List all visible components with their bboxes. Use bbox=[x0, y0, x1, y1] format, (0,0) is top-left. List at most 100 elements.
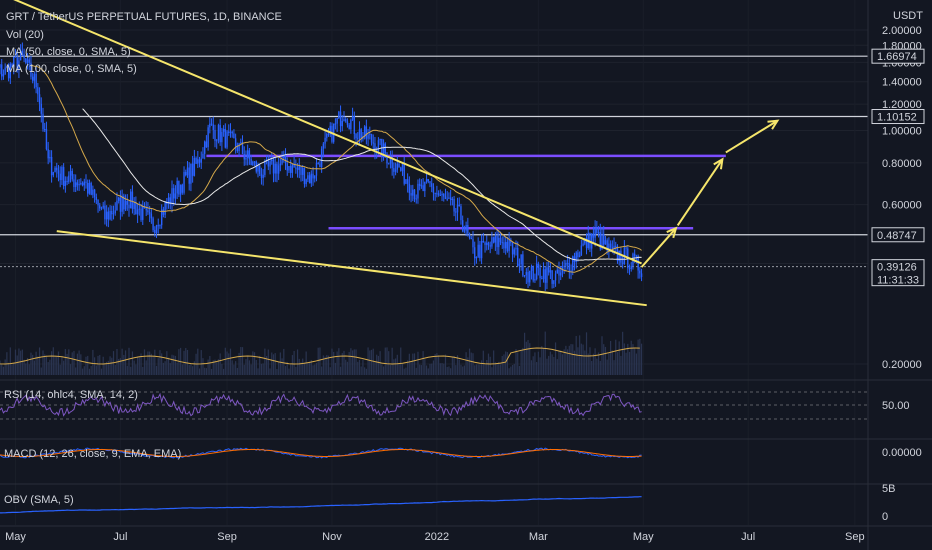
volume-bar bbox=[331, 348, 333, 375]
candle-body bbox=[520, 254, 522, 265]
volume-bar bbox=[87, 355, 89, 375]
volume-bar bbox=[296, 349, 299, 375]
candle-body bbox=[343, 119, 345, 121]
candle-body bbox=[233, 133, 235, 139]
volume-bar bbox=[627, 343, 629, 375]
volume-bar bbox=[336, 351, 338, 375]
candle-body bbox=[74, 182, 77, 188]
candle-body bbox=[142, 205, 144, 220]
volume-bar bbox=[166, 351, 168, 375]
candle-body bbox=[210, 123, 213, 125]
candle-body bbox=[25, 58, 27, 63]
volume-bar bbox=[372, 348, 374, 375]
volume-bar bbox=[496, 362, 498, 375]
time-tick-label: May bbox=[5, 531, 26, 543]
rsi-line bbox=[0, 392, 642, 417]
volume-bar bbox=[47, 361, 49, 375]
candle-body bbox=[95, 197, 98, 200]
candle-body bbox=[437, 193, 440, 195]
candle-body bbox=[274, 163, 276, 174]
candle-body bbox=[431, 183, 433, 187]
candle-body bbox=[90, 182, 92, 195]
volume-bar bbox=[154, 349, 156, 375]
candle-body bbox=[388, 163, 390, 165]
volume-bar bbox=[186, 349, 189, 375]
volume-bar bbox=[161, 353, 163, 375]
candle-body bbox=[186, 167, 189, 176]
candle-body bbox=[136, 209, 139, 215]
volume-bar bbox=[401, 364, 404, 375]
volume-bar bbox=[315, 362, 318, 375]
volume-bar bbox=[283, 348, 285, 375]
candle-body bbox=[317, 162, 319, 164]
candle-body bbox=[140, 208, 142, 220]
candle-body bbox=[465, 224, 467, 231]
candle-body bbox=[222, 128, 225, 132]
candle-body bbox=[205, 141, 208, 148]
candle-body bbox=[480, 240, 483, 259]
volume-bar bbox=[64, 349, 66, 375]
candle-body bbox=[148, 212, 151, 214]
candle-body bbox=[472, 238, 474, 248]
volume-bar bbox=[21, 349, 23, 375]
volume-bar bbox=[417, 351, 419, 375]
candle-body bbox=[164, 201, 166, 215]
volume-bar bbox=[94, 357, 96, 375]
volume-bar bbox=[111, 357, 113, 375]
candle-body bbox=[300, 165, 302, 175]
volume-bar bbox=[613, 360, 615, 375]
candle-body bbox=[372, 142, 374, 144]
volume-bar bbox=[517, 352, 519, 375]
candle-body bbox=[320, 148, 323, 167]
volume-bar bbox=[551, 354, 553, 375]
candle-body bbox=[496, 235, 498, 248]
candle-body bbox=[558, 269, 560, 276]
candle-body bbox=[190, 163, 192, 184]
candle-body bbox=[326, 133, 328, 138]
volume-bar bbox=[97, 355, 99, 375]
volume-bar bbox=[119, 358, 121, 375]
volume-bar bbox=[415, 367, 417, 375]
candle-body bbox=[38, 94, 41, 104]
volume-bar bbox=[224, 347, 226, 375]
candle-body bbox=[584, 238, 586, 244]
candle-body bbox=[155, 225, 158, 233]
volume-bar bbox=[188, 365, 190, 375]
candle-body bbox=[289, 166, 292, 173]
trendline bbox=[56, 230, 647, 307]
volume-bar bbox=[322, 355, 324, 375]
candle-body bbox=[590, 233, 593, 249]
candle-body bbox=[81, 183, 84, 186]
volume-bar bbox=[408, 353, 410, 375]
candle-body bbox=[498, 237, 500, 248]
candle-body bbox=[13, 56, 15, 67]
candle-body bbox=[405, 179, 407, 184]
volume-bar bbox=[0, 360, 1, 375]
candle-body bbox=[271, 159, 273, 162]
candle-body bbox=[563, 265, 565, 267]
volume-bar bbox=[271, 352, 273, 375]
volume-bar bbox=[76, 353, 78, 375]
volume-bar bbox=[2, 366, 5, 375]
time-tick-label: Sep bbox=[845, 531, 865, 543]
volume-bar bbox=[99, 355, 101, 375]
candle-body bbox=[453, 198, 455, 212]
candle-body bbox=[570, 270, 572, 272]
candle-body bbox=[59, 173, 61, 180]
volume-bar bbox=[109, 356, 111, 375]
candle-body bbox=[338, 111, 340, 119]
volume-bar bbox=[393, 359, 395, 375]
candle-body bbox=[608, 243, 610, 251]
volume-bar bbox=[212, 360, 214, 375]
candle-body bbox=[130, 191, 132, 209]
candle-body bbox=[530, 266, 533, 271]
candle-body bbox=[76, 182, 79, 186]
volume-bar bbox=[312, 365, 314, 375]
volume-bar bbox=[231, 360, 233, 375]
candle-body bbox=[181, 184, 184, 193]
volume-bar bbox=[444, 354, 447, 375]
candle-body bbox=[9, 63, 12, 79]
volume-bar bbox=[510, 366, 512, 375]
volume-bar bbox=[4, 359, 6, 375]
